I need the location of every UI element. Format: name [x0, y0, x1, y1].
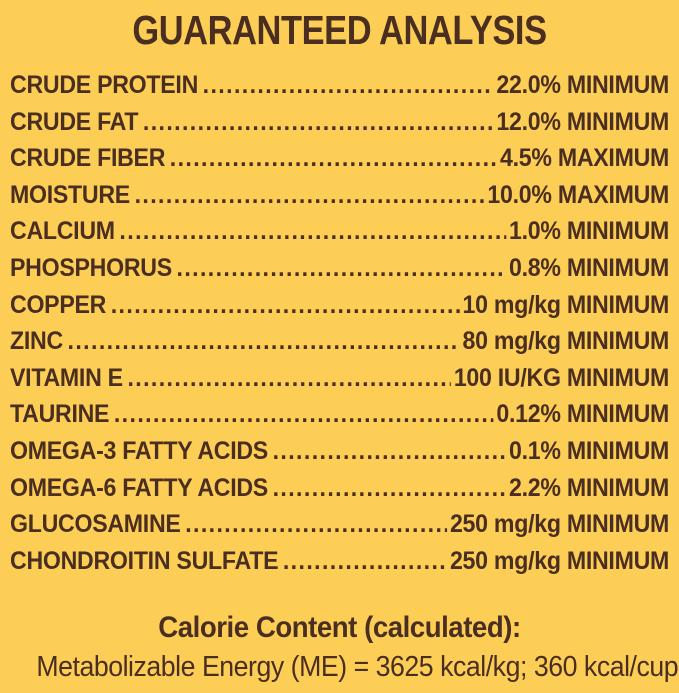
nutrient-value: 12.0% MINIMUM [496, 107, 670, 136]
nutrient-value: 22.0% MINIMUM [496, 71, 670, 99]
dot-leader [273, 470, 507, 507]
table-row-crude-fat: CRUDE FAT 12.0% MINIMUM [10, 104, 669, 141]
dot-leader [273, 433, 507, 470]
dot-leader [119, 213, 506, 250]
table-row-taurine: TAURINE 0.12% MINIMUM [10, 396, 669, 433]
table-row-glucosamine: GLUCOSAMINE 250 mg/kg MINIMUM [10, 506, 669, 543]
page-title: GUARANTEED ANALYSIS [132, 7, 547, 53]
table-row-moisture: MOISTURE 10.0% MAXIMUM [10, 177, 669, 214]
nutrient-value: 0.12% MINIMUM [496, 400, 670, 429]
nutrient-label: OMEGA-6 FATTY ACIDS [10, 473, 268, 502]
table-row-chondroitin-sulfate: CHONDROITIN SULFATE 250 mg/kg MINIMUM [10, 543, 669, 580]
nutrient-label: CRUDE FIBER [10, 144, 166, 173]
nutrient-value: 10 mg/kg MINIMUM [462, 290, 670, 319]
metabolizable-energy-line: Metabolizable Energy (ME) = 3625 kcal/kg… [36, 650, 679, 683]
table-row-zinc: ZINC 80 mg/kg MINIMUM [10, 323, 669, 360]
nutrient-label: ZINC [10, 327, 63, 356]
nutrient-value: 100 IU/KG MINIMUM [453, 363, 670, 392]
nutrient-value: 4.5% MAXIMUM [500, 144, 670, 173]
nutrient-label: PHOSPHORUS [10, 253, 172, 282]
table-row-crude-fiber: CRUDE FIBER 4.5% MAXIMUM [10, 140, 669, 177]
nutrient-value: 250 mg/kg MINIMUM [449, 546, 670, 575]
dot-leader [143, 104, 494, 141]
table-row-calcium: CALCIUM 1.0% MINIMUM [10, 213, 669, 250]
table-row-omega-3: OMEGA-3 FATTY ACIDS 0.1% MINIMUM [10, 433, 669, 470]
table-row-phosphorus: PHOSPHORUS 0.8% MINIMUM [10, 250, 669, 287]
nutrient-value: 0.8% MINIMUM [509, 253, 670, 282]
nutrient-label: TAURINE [10, 400, 110, 429]
nutrient-label: VITAMIN E [10, 363, 123, 392]
nutrient-value: 2.2% MINIMUM [509, 473, 670, 502]
nutrient-label: CRUDE FAT [10, 107, 139, 136]
nutrient-value: 1.0% MINIMUM [509, 217, 670, 246]
dot-leader [283, 543, 447, 580]
nutrient-label: GLUCOSAMINE [10, 510, 181, 539]
nutrient-label: CHONDROITIN SULFATE [10, 546, 279, 575]
nutrient-value: 80 mg/kg MINIMUM [462, 327, 670, 356]
nutrient-label: CALCIUM [10, 217, 115, 246]
nutrient-table: CRUDE PROTEIN 22.0% MINIMUM CRUDE FAT 12… [10, 67, 669, 579]
nutrient-value: 250 mg/kg MINIMUM [449, 510, 670, 539]
table-row-crude-protein: CRUDE PROTEIN 22.0% MINIMUM [10, 67, 669, 104]
table-row-vitamin-e: VITAMIN E 100 IU/KG MINIMUM [10, 360, 669, 397]
nutrient-label: MOISTURE [10, 180, 130, 209]
nutrient-label: CRUDE PROTEIN [10, 71, 199, 99]
dot-leader [68, 323, 460, 360]
table-row-omega-6: OMEGA-6 FATTY ACIDS 2.2% MINIMUM [10, 470, 669, 507]
dot-leader [127, 360, 451, 397]
dot-leader [114, 396, 494, 433]
calorie-content-heading: Calorie Content (calculated): [158, 611, 521, 645]
dot-leader [177, 250, 507, 287]
calorie-content-section: Calorie Content (calculated): Metaboliza… [10, 609, 679, 687]
table-row-copper: COPPER 10 mg/kg MINIMUM [10, 287, 669, 324]
dot-leader [185, 506, 447, 543]
nutrient-label: COPPER [10, 290, 107, 319]
dot-leader [135, 177, 485, 214]
dot-leader [203, 67, 494, 104]
nutrient-label: OMEGA-3 FATTY ACIDS [10, 436, 268, 465]
nutrient-value: 10.0% MAXIMUM [487, 180, 670, 209]
nutrient-value: 0.1% MINIMUM [509, 436, 670, 465]
dot-leader [170, 140, 497, 177]
dot-leader [111, 287, 460, 324]
